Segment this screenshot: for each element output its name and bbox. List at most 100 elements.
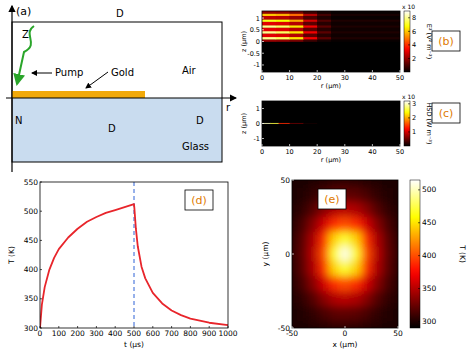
cell xyxy=(319,232,330,247)
plot-background xyxy=(262,101,400,146)
x-tick xyxy=(58,326,59,328)
panel: 0100200300400500600700800900100030035040… xyxy=(7,178,238,350)
cell xyxy=(372,276,383,291)
cell xyxy=(393,276,398,291)
cell xyxy=(308,187,319,202)
panel-label-box xyxy=(185,190,213,210)
cell xyxy=(279,101,290,123)
colorbar-tick xyxy=(408,17,410,18)
cell xyxy=(303,27,317,31)
label: 0.5 xyxy=(250,26,260,34)
panel-label: (b) xyxy=(438,35,454,48)
cell xyxy=(350,202,361,217)
x-tick xyxy=(345,326,346,328)
colorbar xyxy=(404,11,410,72)
cell xyxy=(276,27,290,31)
cell xyxy=(317,16,331,20)
label: N xyxy=(15,115,22,126)
cell xyxy=(331,19,400,22)
label: 300 xyxy=(24,324,39,333)
cell xyxy=(317,124,400,147)
cell xyxy=(393,291,398,306)
x-tick xyxy=(317,70,318,72)
cell xyxy=(303,19,317,22)
cell xyxy=(319,276,330,291)
label: 10 xyxy=(285,148,293,156)
cell xyxy=(308,217,319,232)
label: 40 xyxy=(368,148,376,156)
cell xyxy=(317,13,331,16)
cell xyxy=(308,180,319,188)
cell xyxy=(361,180,372,188)
x-tick xyxy=(344,70,345,72)
cell xyxy=(292,291,298,306)
cell xyxy=(319,261,330,276)
cell xyxy=(350,217,361,232)
y-tick xyxy=(292,328,294,329)
cell xyxy=(317,25,331,28)
cell xyxy=(292,306,298,321)
x-tick xyxy=(400,144,401,146)
panel-label-box xyxy=(432,103,460,123)
cell xyxy=(350,306,361,321)
label: 30 xyxy=(341,74,349,82)
x-tick xyxy=(262,144,263,146)
cell xyxy=(393,247,398,262)
cell xyxy=(290,124,304,147)
x-tick xyxy=(171,326,172,328)
plot-frame xyxy=(262,11,400,72)
label: Pump xyxy=(55,67,83,78)
cell xyxy=(329,321,340,328)
cell xyxy=(340,291,351,306)
cell xyxy=(303,101,317,123)
cell xyxy=(317,31,331,34)
cell xyxy=(329,306,340,321)
colorbar-tick xyxy=(418,321,420,322)
cell xyxy=(262,31,276,34)
x-tick xyxy=(152,326,153,328)
label: 500 xyxy=(24,207,39,216)
label: Air xyxy=(182,65,197,76)
x-tick xyxy=(228,326,229,328)
cell xyxy=(308,321,319,328)
cell xyxy=(393,187,398,202)
colorbar-label: T (K) xyxy=(458,244,467,263)
label: 2 xyxy=(412,55,416,63)
colorbar-tick xyxy=(408,117,410,118)
label: 600 xyxy=(146,329,161,338)
label: 550 xyxy=(24,178,39,187)
label: 700 xyxy=(164,329,179,338)
cell xyxy=(290,22,304,26)
label: 0 xyxy=(260,148,264,156)
cell xyxy=(297,180,308,188)
cell xyxy=(319,321,330,328)
cell xyxy=(297,261,308,276)
pump-beam xyxy=(17,26,34,84)
cell xyxy=(340,276,351,291)
cell xyxy=(382,291,393,306)
cell xyxy=(290,31,304,34)
label: 1 xyxy=(256,15,260,23)
cell xyxy=(279,124,290,147)
cell xyxy=(319,247,330,262)
label: 30 xyxy=(341,148,349,156)
cell xyxy=(340,232,351,247)
cell xyxy=(372,291,383,306)
x-tick xyxy=(262,70,263,72)
cell xyxy=(372,180,383,188)
cell xyxy=(290,33,304,37)
panel: -50050-50050x (μm)y (μm)(e)3003504004505… xyxy=(261,173,467,349)
colorbar-tick xyxy=(418,222,420,223)
cell xyxy=(372,187,383,202)
cell xyxy=(372,321,383,328)
plot-frame xyxy=(262,101,400,146)
y-tick xyxy=(40,211,42,212)
cell xyxy=(361,321,372,328)
cell xyxy=(317,19,331,22)
panel-label: (d) xyxy=(191,194,207,207)
cell xyxy=(329,261,340,276)
cell xyxy=(292,321,298,328)
y-tick xyxy=(262,108,264,109)
cell xyxy=(290,13,304,16)
y-tick xyxy=(262,18,264,19)
